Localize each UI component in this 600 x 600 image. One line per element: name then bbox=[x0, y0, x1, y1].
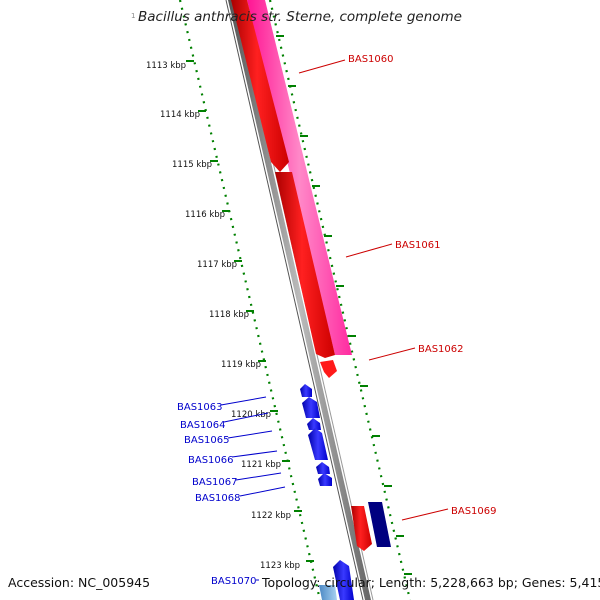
gene-bar-blue-1063[interactable] bbox=[300, 384, 312, 397]
tick-1118: 1118 kbp bbox=[209, 310, 254, 320]
topology-text: Topology: circular; Length: 5,228,663 bp… bbox=[262, 575, 600, 590]
tick-1122: 1122 kbp bbox=[251, 510, 302, 521]
gene-bar-pink[interactable] bbox=[247, 0, 352, 355]
gene-bar-red-1069[interactable] bbox=[351, 506, 372, 551]
svg-text:BAS1069: BAS1069 bbox=[451, 506, 497, 517]
svg-text:BAS1067: BAS1067 bbox=[192, 477, 238, 488]
svg-text:1121 kbp: 1121 kbp bbox=[241, 460, 281, 470]
tick-1120: 1120 kbp bbox=[231, 410, 278, 420]
gene-bar-blue-1068[interactable] bbox=[318, 473, 332, 486]
label-BAS1060[interactable]: BAS1060 bbox=[298, 54, 394, 74]
gene-bar-red-2[interactable] bbox=[275, 172, 335, 358]
label-BAS1061[interactable]: BAS1061 bbox=[345, 240, 441, 258]
tick-1114: 1114 kbp bbox=[160, 110, 206, 120]
svg-text:BAS1061: BAS1061 bbox=[395, 240, 441, 251]
outer-ruler-line bbox=[268, 0, 412, 600]
gene-bar-blue-1070[interactable] bbox=[333, 560, 354, 600]
tick-1116: 1116 kbp bbox=[185, 210, 230, 220]
sequence-backbone bbox=[228, 0, 371, 600]
label-BAS1062[interactable]: BAS1062 bbox=[368, 344, 464, 361]
svg-text:BAS1060: BAS1060 bbox=[348, 54, 394, 65]
svg-text:BAS1062: BAS1062 bbox=[418, 344, 464, 355]
svg-text:BAS1068: BAS1068 bbox=[195, 493, 241, 504]
svg-text:1114 kbp: 1114 kbp bbox=[160, 110, 200, 120]
gene-bar-blue-1067[interactable] bbox=[316, 462, 330, 474]
gene-bar-red-3[interactable] bbox=[320, 360, 337, 378]
svg-text:1123 kbp: 1123 kbp bbox=[260, 561, 300, 571]
label-BAS1066[interactable]: BAS1066 bbox=[188, 450, 278, 466]
accession-text: Accession: NC_005945 bbox=[8, 575, 151, 590]
svg-text:1116 kbp: 1116 kbp bbox=[185, 210, 225, 220]
svg-text:BAS1070: BAS1070 bbox=[211, 576, 257, 587]
corner-mark: 1 bbox=[131, 12, 135, 20]
gene-bar-blue-1065[interactable] bbox=[307, 418, 321, 430]
label-BAS1065[interactable]: BAS1065 bbox=[184, 430, 273, 446]
gene-bar-lightblue[interactable] bbox=[319, 585, 337, 600]
tick-1115: 1115 kbp bbox=[172, 160, 218, 170]
genome-title: Bacillus anthracis str. Sterne, complete… bbox=[138, 9, 462, 25]
outer-ticks bbox=[276, 35, 412, 575]
tick-1113: 1113 kbp bbox=[146, 60, 194, 71]
label-BAS1069[interactable]: BAS1069 bbox=[401, 506, 497, 521]
tick-1121: 1121 kbp bbox=[241, 460, 290, 470]
svg-text:BAS1064: BAS1064 bbox=[180, 420, 226, 431]
gene-bar-navy-1069[interactable] bbox=[368, 502, 391, 547]
svg-text:BAS1063: BAS1063 bbox=[177, 402, 223, 413]
svg-text:1122 kbp: 1122 kbp bbox=[251, 511, 291, 521]
gene-bar-red-1[interactable] bbox=[231, 0, 289, 172]
label-BAS1067[interactable]: BAS1067 bbox=[192, 472, 282, 488]
tick-1119: 1119 kbp bbox=[221, 360, 266, 370]
inner-ruler-line bbox=[178, 0, 322, 600]
svg-text:BAS1066: BAS1066 bbox=[188, 455, 234, 466]
gene-bar-blue-1066[interactable] bbox=[308, 428, 328, 460]
svg-text:1115 kbp: 1115 kbp bbox=[172, 160, 212, 170]
svg-text:BAS1065: BAS1065 bbox=[184, 435, 230, 446]
svg-text:1120 kbp: 1120 kbp bbox=[231, 410, 271, 420]
label-BAS1064[interactable]: BAS1064 bbox=[180, 412, 269, 431]
tick-1123: 1123 kbp bbox=[260, 560, 314, 571]
svg-text:1119 kbp: 1119 kbp bbox=[221, 360, 261, 370]
gene-bar-blue-1064[interactable] bbox=[302, 397, 320, 418]
svg-text:1118 kbp: 1118 kbp bbox=[209, 310, 249, 320]
svg-text:1117 kbp: 1117 kbp bbox=[197, 260, 237, 270]
label-BAS1063[interactable]: BAS1063 bbox=[177, 396, 267, 413]
tick-1117: 1117 kbp bbox=[197, 260, 242, 270]
label-BAS1070[interactable]: BAS1070 bbox=[211, 576, 259, 587]
svg-text:1113 kbp: 1113 kbp bbox=[146, 61, 186, 71]
label-BAS1068[interactable]: BAS1068 bbox=[195, 486, 286, 504]
